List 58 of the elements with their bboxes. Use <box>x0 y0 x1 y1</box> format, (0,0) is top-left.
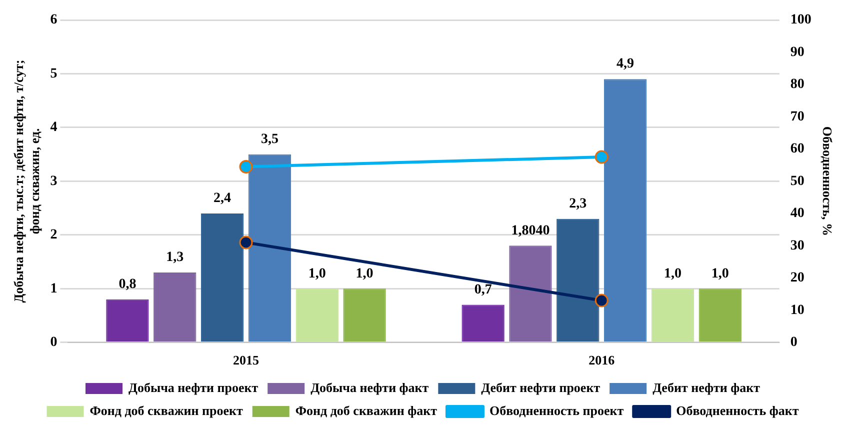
y-tick-label: 2 <box>50 228 58 243</box>
bar <box>651 288 694 342</box>
y2-tick-label: 0 <box>790 335 798 350</box>
point <box>239 160 253 174</box>
legend-label: Добыча нефти факт <box>310 380 430 395</box>
data-label: 1,0 <box>711 266 729 282</box>
y-tick-label: 5 <box>50 66 58 82</box>
y2-tick-label: 70 <box>790 109 804 124</box>
y2-tick-label: 20 <box>790 270 804 286</box>
bar <box>462 304 504 342</box>
legend-label: Фонд доб скважин проект <box>90 402 244 418</box>
y-tick-label: 1 <box>50 281 58 296</box>
data-label: 3,5 <box>260 132 278 147</box>
y2-tick-label: 30 <box>790 238 804 254</box>
bar <box>698 288 742 342</box>
legend-label: Дебит нефти проект <box>481 380 601 395</box>
y2-tick-label: 10 <box>790 302 804 318</box>
y2-tick-label: 50 <box>790 174 804 189</box>
legend-label: Дебит нефти факт <box>652 380 761 395</box>
data-label: 0,7 <box>474 282 492 298</box>
y-tick-label: 0 <box>50 335 58 350</box>
y-tick-label: 3 <box>50 174 58 189</box>
y2-tick-label: 60 <box>790 142 804 157</box>
bar <box>106 299 149 342</box>
bar <box>296 288 338 342</box>
point <box>594 294 608 308</box>
y2-tick-label: 40 <box>790 206 804 222</box>
legend-label: Добыча нефти проект <box>128 380 259 395</box>
data-label: 0,8 <box>118 277 136 292</box>
y-axis-title: Добыча нефти, тыс.т; дебит нефти, т/сут; фонд скважин, ед. <box>11 60 42 303</box>
bar <box>509 246 552 342</box>
x-tick-label: 2016 <box>588 352 616 368</box>
data-label: 2,3 <box>569 196 587 212</box>
bar <box>200 213 244 342</box>
data-label: 1,0 <box>308 266 326 282</box>
data-label: 4,9 <box>616 56 634 72</box>
bar <box>343 288 386 342</box>
point <box>594 150 608 164</box>
data-label: 1,8040 <box>511 223 550 238</box>
bar <box>248 154 292 342</box>
data-label: 1,3 <box>166 250 184 266</box>
bar <box>556 218 600 342</box>
y2-axis-title: Обводненность, % <box>820 126 835 236</box>
bar <box>154 272 196 342</box>
y-tick-label: 4 <box>50 120 58 136</box>
y2-tick-label: 80 <box>790 77 804 92</box>
y-tick-label: 6 <box>50 12 58 28</box>
x-tick-label: 2015 <box>233 352 260 368</box>
legend-label: Обводненность факт <box>676 402 800 418</box>
y2-tick-label: 100 <box>790 12 812 28</box>
data-label: 1,0 <box>356 266 374 282</box>
bar <box>604 79 647 342</box>
data-label: 1,0 <box>664 266 682 282</box>
y2-tick-label: 90 <box>790 44 804 60</box>
legend-label: Фонд доб скважин факт <box>295 402 438 418</box>
legend-label: Обводненность проект <box>489 402 624 418</box>
point <box>239 236 253 250</box>
data-label: 2,4 <box>214 191 232 206</box>
